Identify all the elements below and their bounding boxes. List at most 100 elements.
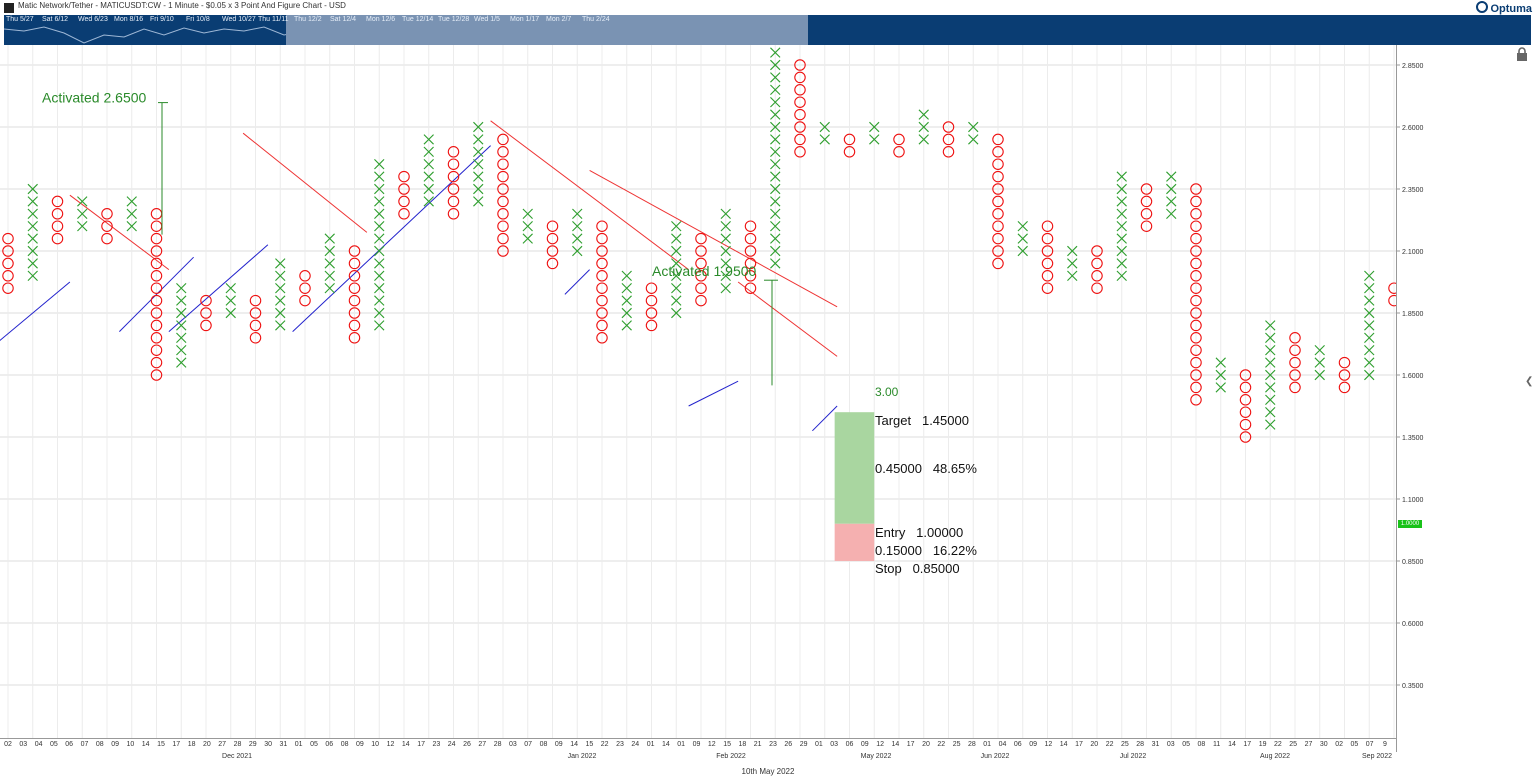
x-box [1166, 183, 1177, 195]
x-box [374, 307, 385, 319]
time-navigator[interactable]: Thu 5/27 Sat 6/12 Wed 6/23 Mon 8/16 Fri 9/10… [4, 15, 1531, 45]
y-tick-label: 1.1000 [1402, 497, 1424, 504]
x-box [225, 283, 236, 294]
date-tick-label: 22 [600, 741, 609, 748]
o-box [101, 208, 113, 220]
date-tick-label: 07 [1365, 741, 1374, 748]
annotations: Activated 2.6500 Activated 1.9500 3.00 T… [42, 90, 977, 576]
pf-chart[interactable]: Activated 2.6500 Activated 1.9500 3.00 T… [0, 45, 1396, 738]
o-box [150, 332, 163, 344]
x-box [1116, 245, 1127, 257]
o-box [150, 294, 163, 307]
x-box [27, 245, 38, 257]
o-box [447, 158, 460, 170]
date-tick-label: 03 [19, 741, 28, 748]
x-box [374, 208, 385, 219]
o-box [546, 220, 559, 232]
date-tick-label: 9 [1383, 741, 1387, 748]
date-tick-label: 28 [967, 741, 976, 748]
navigator-label: Fri 10/8 [186, 16, 210, 23]
reward-zone [834, 412, 875, 524]
x-box [770, 208, 781, 219]
date-axis[interactable]: 02 03 04 05 06 07 08 09 10 14 15 17 18 20 27 28 29 30 31 01… [0, 738, 1396, 753]
o-box [2, 270, 14, 282]
x-box [1265, 320, 1276, 331]
o-box [447, 146, 460, 158]
navigator-selection[interactable] [286, 15, 808, 45]
o-box [546, 245, 559, 257]
x-box [324, 245, 335, 257]
x-box [374, 183, 385, 195]
o-box [1140, 195, 1153, 208]
date-tick-label: 22 [1105, 741, 1114, 748]
o-box [398, 183, 410, 195]
x-box [770, 72, 781, 83]
date-tick-label: 25 [952, 741, 961, 748]
price-axis-line [1396, 45, 1397, 752]
o-box [348, 257, 361, 270]
x-box [374, 221, 385, 232]
o-box [348, 282, 361, 294]
date-tick-label: 14 [570, 741, 578, 748]
x-box [572, 208, 583, 219]
price-axis[interactable]: 0.3500 0.6000 0.8500 1.1000 1.3500 1.6000 1.85… [1396, 45, 1536, 738]
o-box [398, 195, 410, 208]
navigator-label: Tue 12/28 [438, 16, 470, 23]
o-box [249, 307, 262, 319]
support-trend-line [812, 405, 838, 432]
o-box [695, 270, 707, 282]
x-box [1364, 357, 1375, 368]
date-tick-label: 18 [738, 741, 747, 748]
x-box [671, 283, 682, 294]
x-box [1116, 171, 1127, 182]
date-tick-label: 27 [478, 741, 487, 748]
x-box [1215, 369, 1226, 381]
navigator-label: Mon 2/7 [546, 16, 572, 23]
date-tick-label: 25 [1120, 741, 1129, 748]
y-tick-label: 2.1000 [1402, 249, 1424, 256]
collapse-panel-icon[interactable]: ❮ [1525, 376, 1534, 387]
o-box [794, 133, 806, 146]
x-box [1116, 208, 1127, 219]
o-box [1190, 195, 1202, 208]
date-tick-label: 27 [1304, 741, 1313, 748]
trend-lines [0, 120, 838, 432]
o-box [150, 245, 163, 257]
x-box [671, 295, 682, 306]
x-box [1265, 332, 1276, 343]
date-tick-label: 15 [585, 741, 594, 748]
o-box [596, 307, 608, 319]
x-box [77, 208, 88, 219]
o-box [2, 282, 14, 294]
date-tick-label: 17 [172, 741, 181, 748]
support-trend-line [688, 380, 739, 407]
brand-name: Optuma [1490, 3, 1532, 15]
o-box [249, 319, 262, 332]
entry-label: Entry 1.00000 [875, 525, 963, 540]
lock-icon[interactable] [1516, 47, 1528, 61]
x-box [1364, 345, 1375, 356]
app-logo-icon[interactable] [4, 3, 14, 13]
o-box [1091, 245, 1103, 257]
x-box [374, 233, 385, 244]
x-box [275, 270, 286, 281]
o-box [299, 282, 311, 294]
o-box [249, 332, 262, 344]
o-box [348, 319, 361, 332]
x-box [1364, 295, 1375, 306]
x-box [918, 134, 929, 145]
o-box [348, 294, 361, 307]
reward-label: 0.45000 48.65% [875, 461, 977, 476]
o-box [794, 71, 806, 84]
navigator-label: Thu 2/24 [582, 16, 610, 23]
o-box [497, 195, 509, 208]
resistance-trend-line [589, 169, 838, 308]
x-box [324, 258, 335, 269]
o-box [596, 257, 608, 270]
x-box [1364, 332, 1375, 343]
x-box [522, 221, 533, 232]
o-box [1190, 220, 1202, 232]
date-tick-label: 30 [264, 741, 272, 748]
o-box [992, 195, 1004, 208]
x-box [275, 283, 286, 294]
